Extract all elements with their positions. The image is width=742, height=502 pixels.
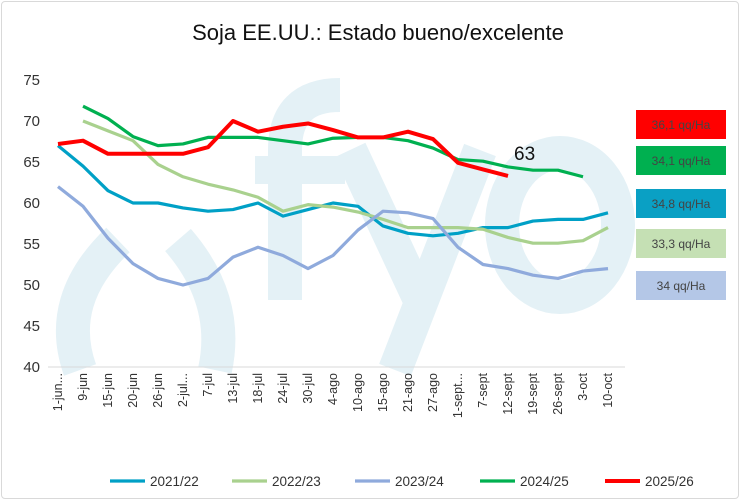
watermark-arc-shape <box>164 228 236 374</box>
watermark-o-shape <box>485 136 635 314</box>
x-tick-label: 7-jul <box>201 373 215 397</box>
x-tick-label: 20-jun <box>126 373 140 408</box>
x-tick-label: 13-jul <box>226 373 240 404</box>
x-tick-label: 10-oct <box>601 372 615 407</box>
yield-box-background <box>636 189 726 218</box>
yield-box-text: 33,3 qq/Ha <box>652 237 711 251</box>
watermark-y-shape <box>334 142 496 377</box>
x-tick-label: 15-ago <box>376 373 390 412</box>
x-tick-label: 2-jul... <box>176 373 190 407</box>
x-tick-label: 7-sept <box>476 372 490 407</box>
x-tick-label: 10-ago <box>351 373 365 412</box>
x-tick-label: 4-ago <box>326 373 340 405</box>
x-tick-label: 9-jun <box>76 373 90 401</box>
series-line-2024-25 <box>82 104 584 179</box>
x-tick-label: 30-jul <box>301 373 315 404</box>
x-tick-label: 18-jul <box>251 373 265 404</box>
yield-box-text: 36,1 qq/Ha <box>652 118 711 132</box>
legend-label: 2022/23 <box>272 474 321 489</box>
watermark-logo <box>55 78 635 377</box>
x-tick-label: 1-sept... <box>451 373 465 418</box>
yield-box: 34,1 qq/Ha <box>636 146 726 175</box>
y-tick-label: 45 <box>23 318 40 335</box>
data-label: 63 <box>514 144 535 165</box>
yield-box: 34,8 qq/Ha <box>636 189 726 218</box>
legend-item: 2024/25 <box>480 474 569 489</box>
watermark-f-shape <box>268 78 341 300</box>
yield-box-background <box>636 146 726 175</box>
x-tick-label: 12-sept <box>501 372 515 414</box>
legend-item: 2021/22 <box>110 474 199 489</box>
legend-label: 2024/25 <box>520 474 569 489</box>
x-tick-label: 19-sept <box>526 372 540 414</box>
y-tick-label: 70 <box>23 113 40 130</box>
yield-box-text: 34,1 qq/Ha <box>652 154 711 168</box>
series-line-2023-24 <box>57 185 609 287</box>
yield-box: 36,1 qq/Ha <box>636 110 726 139</box>
watermark-paren-shape <box>55 227 130 376</box>
y-tick-label: 75 <box>23 72 40 89</box>
x-tick-label: 27-ago <box>426 373 440 412</box>
legend-item: 2023/24 <box>355 474 444 489</box>
series-line-2022-23 <box>82 119 609 245</box>
series-line-2025-26 <box>57 119 509 178</box>
yield-box: 33,3 qq/Ha <box>636 229 726 258</box>
y-tick-label: 55 <box>23 236 40 253</box>
yield-box: 34 qq/Ha <box>636 271 726 300</box>
legend-item: 2025/26 <box>605 474 694 489</box>
yield-box-background <box>636 271 726 300</box>
yield-box-text: 34 qq/Ha <box>657 279 706 293</box>
yield-box-background <box>636 110 726 139</box>
x-tick-label: 21-ago <box>401 373 415 412</box>
yield-box-background <box>636 229 726 258</box>
legend-label: 2021/22 <box>150 474 199 489</box>
legend-label: 2025/26 <box>645 474 694 489</box>
x-tick-label: 1-jun... <box>51 373 65 411</box>
chart-title: Soja EE.UU.: Estado bueno/excelente <box>192 20 564 45</box>
series-line-2021-22 <box>56 144 609 238</box>
y-tick-label: 50 <box>23 277 40 294</box>
legend-item: 2022/23 <box>232 474 321 489</box>
x-tick-label: 26-sept <box>551 372 565 414</box>
y-tick-label: 60 <box>23 195 40 212</box>
x-tick-label: 15-jun <box>101 373 115 408</box>
legend-label: 2023/24 <box>395 474 444 489</box>
x-tick-label: 24-jul <box>276 373 290 404</box>
x-tick-label: 3-oct <box>576 372 590 400</box>
y-tick-label: 65 <box>23 154 40 171</box>
yield-box-text: 34,8 qq/Ha <box>652 197 711 211</box>
x-tick-label: 26-jun <box>151 373 165 408</box>
y-tick-label: 40 <box>23 359 40 376</box>
